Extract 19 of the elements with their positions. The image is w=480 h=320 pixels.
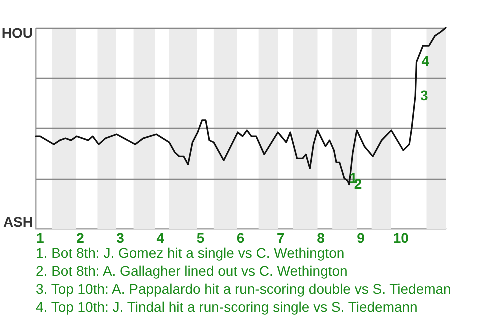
text: 2. Bot 8th: A. Gallagher lined out vs C. Wethington: [36, 263, 348, 279]
x-tick-label: 6: [236, 230, 245, 246]
x-tick-label: 4: [156, 230, 165, 246]
x-tick-label: 8: [317, 230, 326, 246]
x-tick-label: 2: [76, 230, 85, 246]
annotation: 2: [354, 176, 362, 192]
x-tick-label: 5: [196, 230, 205, 246]
text: 1. Bot 8th: J. Gomez hit a single vs C. Wethington: [36, 245, 345, 261]
text: HOU: [2, 25, 33, 41]
x-tick-label: 1: [36, 230, 45, 246]
text: 4. Top 10th: J. Tindal hit a run-scoring single vs S. Tiedemann: [36, 299, 418, 315]
text: 3. Top 10th: A. Pappalardo hit a run-scoring double vs S. Tiedeman: [36, 281, 452, 297]
x-tick-label: 3: [116, 230, 125, 246]
x-tick-label: 10: [393, 230, 410, 246]
x-tick-label: 7: [276, 230, 285, 246]
annotation: 4: [422, 53, 430, 70]
annotation: 3: [420, 87, 429, 104]
text: ASH: [3, 214, 33, 230]
x-tick-label: 9: [357, 230, 366, 246]
